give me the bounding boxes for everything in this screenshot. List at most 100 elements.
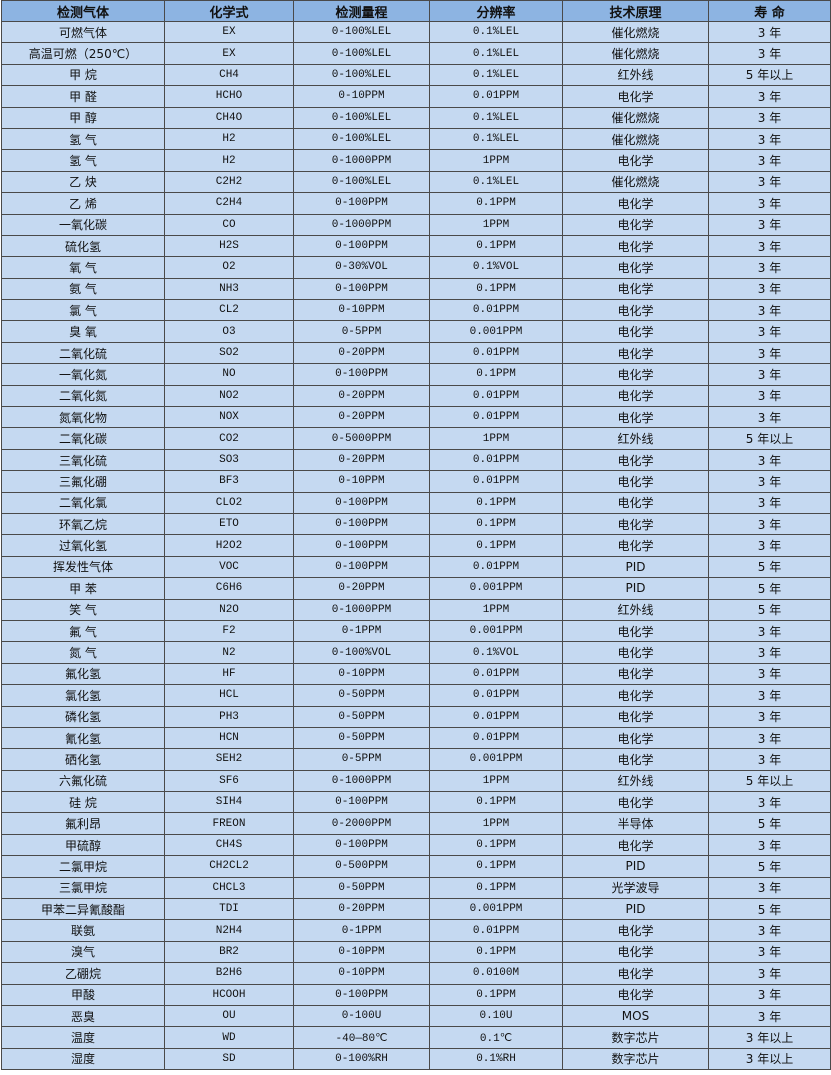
cell-gas: 一氧化氮: [1, 363, 165, 386]
cell-gas: 甲 苯: [1, 577, 165, 600]
cell-lifespan: 5 年: [708, 855, 831, 878]
table-row: 三氟化硼 BF3 0-10PPM 0.01PPM 电化学 3 年: [1, 470, 831, 493]
cell-gas: 二氧化氯: [1, 491, 165, 514]
cell-gas: 氟 气: [1, 619, 165, 643]
cell-lifespan: 3 年: [708, 406, 831, 429]
cell-lifespan: 3 年: [708, 726, 831, 750]
cell-resolution: 0.1PPM: [429, 512, 563, 536]
table-row: 甲 醇 CH4O 0-100%LEL 0.1%LEL 催化燃烧 3 年: [1, 106, 831, 129]
table-row: 氟化氢 HF 0-10PPM 0.01PPM 电化学 3 年: [1, 662, 831, 686]
cell-principle: 电化学: [562, 85, 709, 108]
cell-gas: 二氧化碳: [1, 427, 165, 450]
cell-range: 0-1000PPM: [293, 213, 430, 236]
cell-formula: SIH4: [164, 791, 294, 814]
cell-range: 0-1000PPM: [293, 149, 430, 172]
cell-principle: MOS: [562, 1004, 709, 1028]
cell-formula: SF6: [164, 769, 294, 793]
cell-principle: 电化学: [562, 641, 709, 664]
cell-gas: 氢 气: [1, 149, 165, 172]
cell-resolution: 0.01PPM: [429, 384, 563, 408]
cell-formula: CH4O: [164, 106, 294, 129]
cell-formula: F2: [164, 619, 294, 643]
cell-principle: 电化学: [562, 277, 709, 301]
cell-principle: 电化学: [562, 791, 709, 814]
table-row: 氧 气 O2 0-30%VOL 0.1%VOL 电化学 3 年: [1, 256, 831, 279]
cell-lifespan: 3 年: [708, 213, 831, 236]
cell-resolution: 0.001PPM: [429, 748, 563, 771]
cell-gas: 挥发性气体: [1, 555, 165, 579]
cell-formula: CH4S: [164, 833, 294, 857]
cell-gas: 三氯甲烷: [1, 876, 165, 900]
cell-resolution: 0.1%LEL: [429, 20, 563, 44]
cell-resolution: 0.1PPM: [429, 940, 563, 964]
cell-formula: CH2CL2: [164, 855, 294, 878]
table-header-row: 检测气体 化学式 检测量程 分辨率 技术原理 寿 命: [1, 0, 831, 22]
cell-resolution: 0.1%RH: [429, 1047, 563, 1071]
cell-formula: HCL: [164, 684, 294, 707]
cell-gas: 氰化氢: [1, 726, 165, 750]
cell-principle: 电化学: [562, 512, 709, 536]
cell-gas: 三氧化硫: [1, 448, 165, 472]
table-row: 氢 气 H2 0-100%LEL 0.1%LEL 催化燃烧 3 年: [1, 127, 831, 151]
table-row: 联氨 N2H4 0-1PPM 0.01PPM 电化学 3 年: [1, 919, 831, 942]
cell-lifespan: 5 年: [708, 577, 831, 600]
cell-lifespan: 3 年: [708, 833, 831, 857]
cell-range: 0-100PPM: [293, 534, 430, 557]
cell-gas: 环氧乙烷: [1, 512, 165, 536]
cell-lifespan: 3 年: [708, 1004, 831, 1028]
table-row: 环氧乙烷 ETO 0-100PPM 0.1PPM 电化学 3 年: [1, 512, 831, 536]
cell-gas: 氮氧化物: [1, 406, 165, 429]
cell-formula: H2O2: [164, 534, 294, 557]
cell-formula: BR2: [164, 940, 294, 964]
cell-resolution: 0.01PPM: [429, 705, 563, 728]
cell-gas: 温度: [1, 1026, 165, 1049]
cell-principle: 数字芯片: [562, 1047, 709, 1071]
table-row: 六氟化硫 SF6 0-1000PPM 1PPM 红外线 5 年以上: [1, 769, 831, 793]
table-row: 甲 烷 CH4 0-100%LEL 0.1%LEL 红外线 5 年以上: [1, 63, 831, 87]
cell-gas: 硒化氢: [1, 748, 165, 771]
cell-formula: C2H2: [164, 170, 294, 194]
cell-range: 0-1000PPM: [293, 769, 430, 793]
table-row: 氮氧化物 NOX 0-20PPM 0.01PPM 电化学 3 年: [1, 406, 831, 429]
cell-resolution: 0.01PPM: [429, 919, 563, 942]
cell-principle: 电化学: [562, 299, 709, 322]
table-row: 甲硫醇 CH4S 0-100PPM 0.1PPM 电化学 3 年: [1, 833, 831, 857]
table-row: 氰化氢 HCN 0-50PPM 0.01PPM 电化学 3 年: [1, 726, 831, 750]
cell-gas: 溴气: [1, 940, 165, 964]
cell-formula: HCHO: [164, 85, 294, 108]
cell-formula: HCOOH: [164, 983, 294, 1006]
cell-principle: 电化学: [562, 256, 709, 279]
table-row: 三氧化硫 SO3 0-20PPM 0.01PPM 电化学 3 年: [1, 448, 831, 472]
cell-gas: 硫化氢: [1, 234, 165, 258]
cell-lifespan: 3 年: [708, 341, 831, 365]
cell-resolution: 0.01PPM: [429, 406, 563, 429]
cell-range: 0-20PPM: [293, 384, 430, 408]
cell-lifespan: 3 年: [708, 20, 831, 44]
cell-formula: SO2: [164, 341, 294, 365]
cell-range: 0-100PPM: [293, 555, 430, 579]
table-row: 氮 气 N2 0-100%VOL 0.1%VOL 电化学 3 年: [1, 641, 831, 664]
cell-gas: 磷化氢: [1, 705, 165, 728]
cell-range: 0-100%LEL: [293, 106, 430, 129]
cell-gas: 氢 气: [1, 127, 165, 151]
table-row: 硒化氢 SEH2 0-5PPM 0.001PPM 电化学 3 年: [1, 748, 831, 771]
cell-resolution: 0.01PPM: [429, 470, 563, 493]
cell-formula: SO3: [164, 448, 294, 472]
table-row: 二氧化氯 CLO2 0-100PPM 0.1PPM 电化学 3 年: [1, 491, 831, 514]
cell-gas: 甲酸: [1, 983, 165, 1006]
cell-formula: B2H6: [164, 962, 294, 985]
cell-lifespan: 3 年: [708, 448, 831, 472]
cell-lifespan: 3 年: [708, 983, 831, 1006]
table-row: 湿度 SD 0-100%RH 0.1%RH 数字芯片 3 年以上: [1, 1047, 831, 1071]
cell-lifespan: 3 年: [708, 919, 831, 942]
cell-principle: 电化学: [562, 833, 709, 857]
cell-gas: 甲硫醇: [1, 833, 165, 857]
cell-range: 0-100PPM: [293, 833, 430, 857]
cell-formula: BF3: [164, 470, 294, 493]
cell-principle: 半导体: [562, 812, 709, 835]
table-row: 甲苯二异氰酸酯 TDI 0-20PPM 0.001PPM PID 5 年: [1, 898, 831, 921]
cell-gas: 乙 烯: [1, 192, 165, 215]
table-row: 一氧化碳 CO 0-1000PPM 1PPM 电化学 3 年: [1, 213, 831, 236]
cell-lifespan: 5 年: [708, 812, 831, 835]
cell-lifespan: 3 年: [708, 277, 831, 301]
